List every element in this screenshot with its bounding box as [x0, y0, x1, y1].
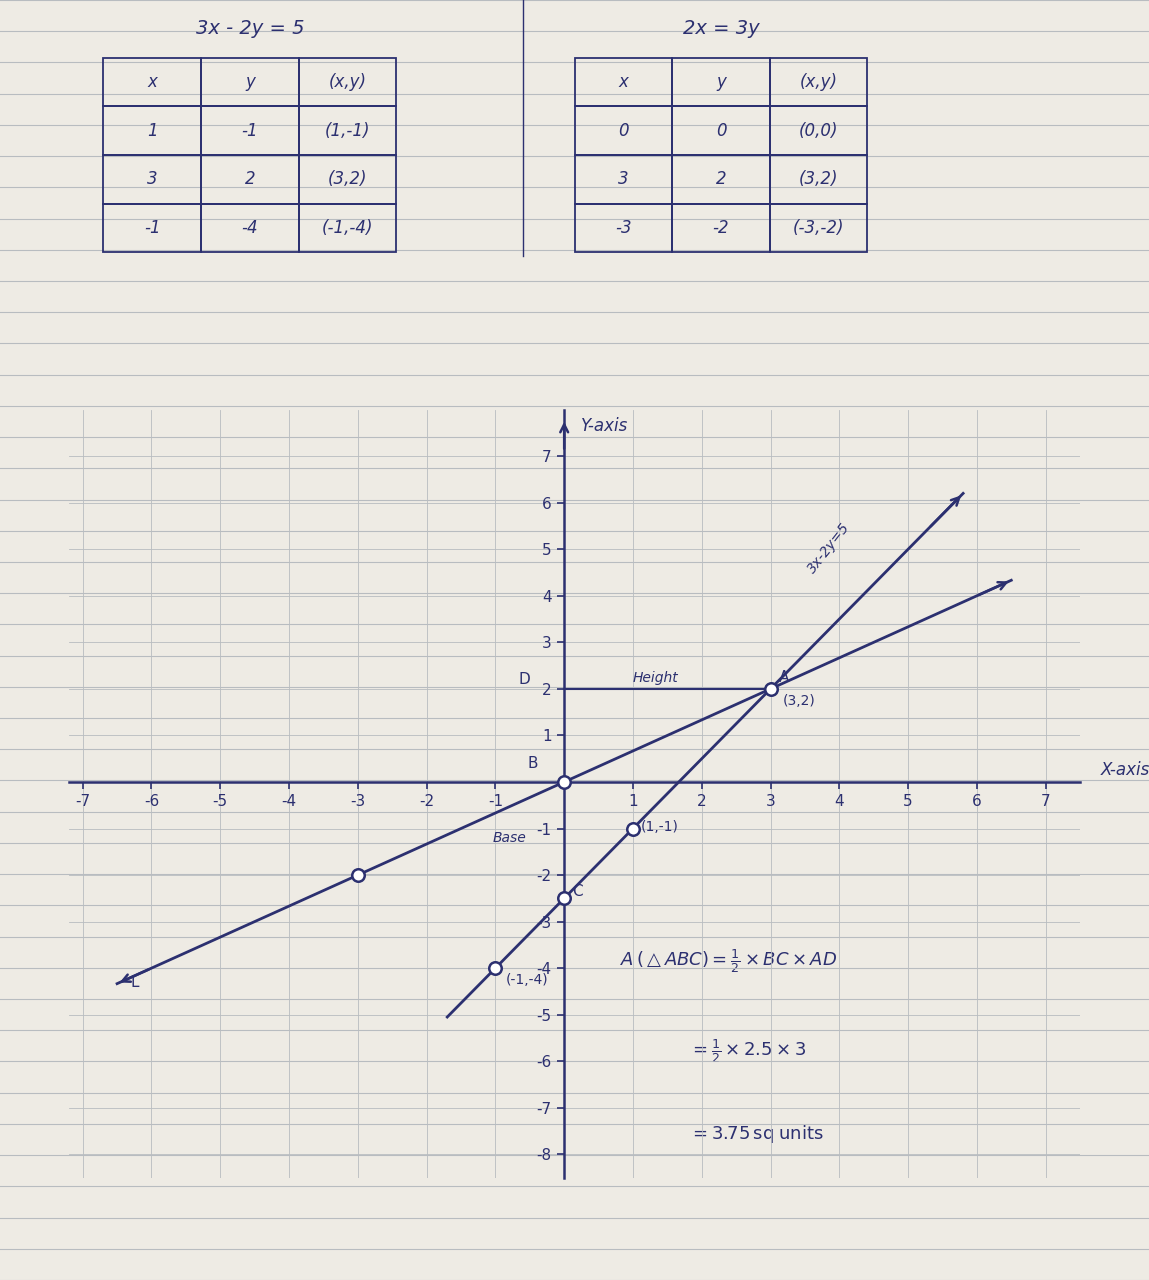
Text: Y-axis: Y-axis	[581, 416, 629, 435]
Bar	[672, 106, 770, 155]
Text: -1: -1	[241, 122, 259, 140]
Bar	[770, 204, 867, 252]
Text: x: x	[618, 73, 629, 91]
Text: D: D	[518, 672, 530, 687]
Bar	[299, 155, 396, 204]
Bar	[672, 204, 770, 252]
Text: 3x - 2y = 5: 3x - 2y = 5	[195, 19, 304, 38]
Text: A: A	[779, 669, 789, 685]
Text: (x,y): (x,y)	[800, 73, 838, 91]
Text: (1,-1): (1,-1)	[641, 819, 679, 833]
Text: 3: 3	[147, 170, 157, 188]
Text: Base: Base	[493, 832, 526, 846]
Text: $= \frac{1}{2} \times 2.5 \times 3$: $= \frac{1}{2} \times 2.5 \times 3$	[689, 1037, 807, 1065]
Text: y: y	[245, 73, 255, 91]
Bar	[770, 58, 867, 106]
Text: (-3,-2): (-3,-2)	[793, 219, 845, 237]
Text: (3,2): (3,2)	[799, 170, 839, 188]
Bar	[299, 58, 396, 106]
Text: (-1,-4): (-1,-4)	[322, 219, 373, 237]
Text: X-axis: X-axis	[1101, 762, 1149, 780]
Text: (3,2): (3,2)	[327, 170, 368, 188]
Text: 2x = 3y: 2x = 3y	[683, 19, 759, 38]
Bar	[574, 204, 672, 252]
Bar	[103, 106, 201, 155]
Bar	[201, 204, 299, 252]
Text: 0: 0	[716, 122, 726, 140]
Text: 2: 2	[245, 170, 255, 188]
Text: y: y	[716, 73, 726, 91]
Bar	[201, 155, 299, 204]
Text: 3x-2y=5: 3x-2y=5	[805, 520, 853, 576]
Bar	[574, 155, 672, 204]
Text: L: L	[131, 975, 139, 989]
Text: 3: 3	[618, 170, 629, 188]
Text: 0: 0	[618, 122, 629, 140]
Bar	[770, 106, 867, 155]
Text: (3,2): (3,2)	[782, 694, 816, 708]
Bar	[574, 106, 672, 155]
Bar	[299, 204, 396, 252]
Bar	[299, 106, 396, 155]
Bar	[201, 106, 299, 155]
Text: 2: 2	[716, 170, 726, 188]
Text: (1,-1): (1,-1)	[325, 122, 370, 140]
Text: B: B	[529, 756, 539, 771]
Text: $A\,(\triangle ABC) = \frac{1}{2} \times BC \times AD$: $A\,(\triangle ABC) = \frac{1}{2} \times…	[620, 947, 838, 975]
Text: x: x	[147, 73, 157, 91]
Bar	[574, 58, 672, 106]
Bar	[672, 58, 770, 106]
Text: (-1,-4): (-1,-4)	[506, 973, 548, 987]
Bar	[103, 204, 201, 252]
Bar	[770, 155, 867, 204]
Bar	[103, 155, 201, 204]
Text: -1: -1	[144, 219, 161, 237]
Bar	[201, 58, 299, 106]
Text: C: C	[572, 884, 583, 899]
Text: Height: Height	[633, 671, 679, 685]
Text: (0,0): (0,0)	[799, 122, 839, 140]
Text: -2: -2	[712, 219, 730, 237]
Text: 1: 1	[147, 122, 157, 140]
Bar	[103, 58, 201, 106]
Text: (x,y): (x,y)	[329, 73, 367, 91]
Text: -3: -3	[615, 219, 632, 237]
Text: -4: -4	[241, 219, 259, 237]
Bar	[672, 155, 770, 204]
Text: $= 3.75\,\mathrm{sq\;units}$: $= 3.75\,\mathrm{sq\;units}$	[689, 1124, 824, 1146]
